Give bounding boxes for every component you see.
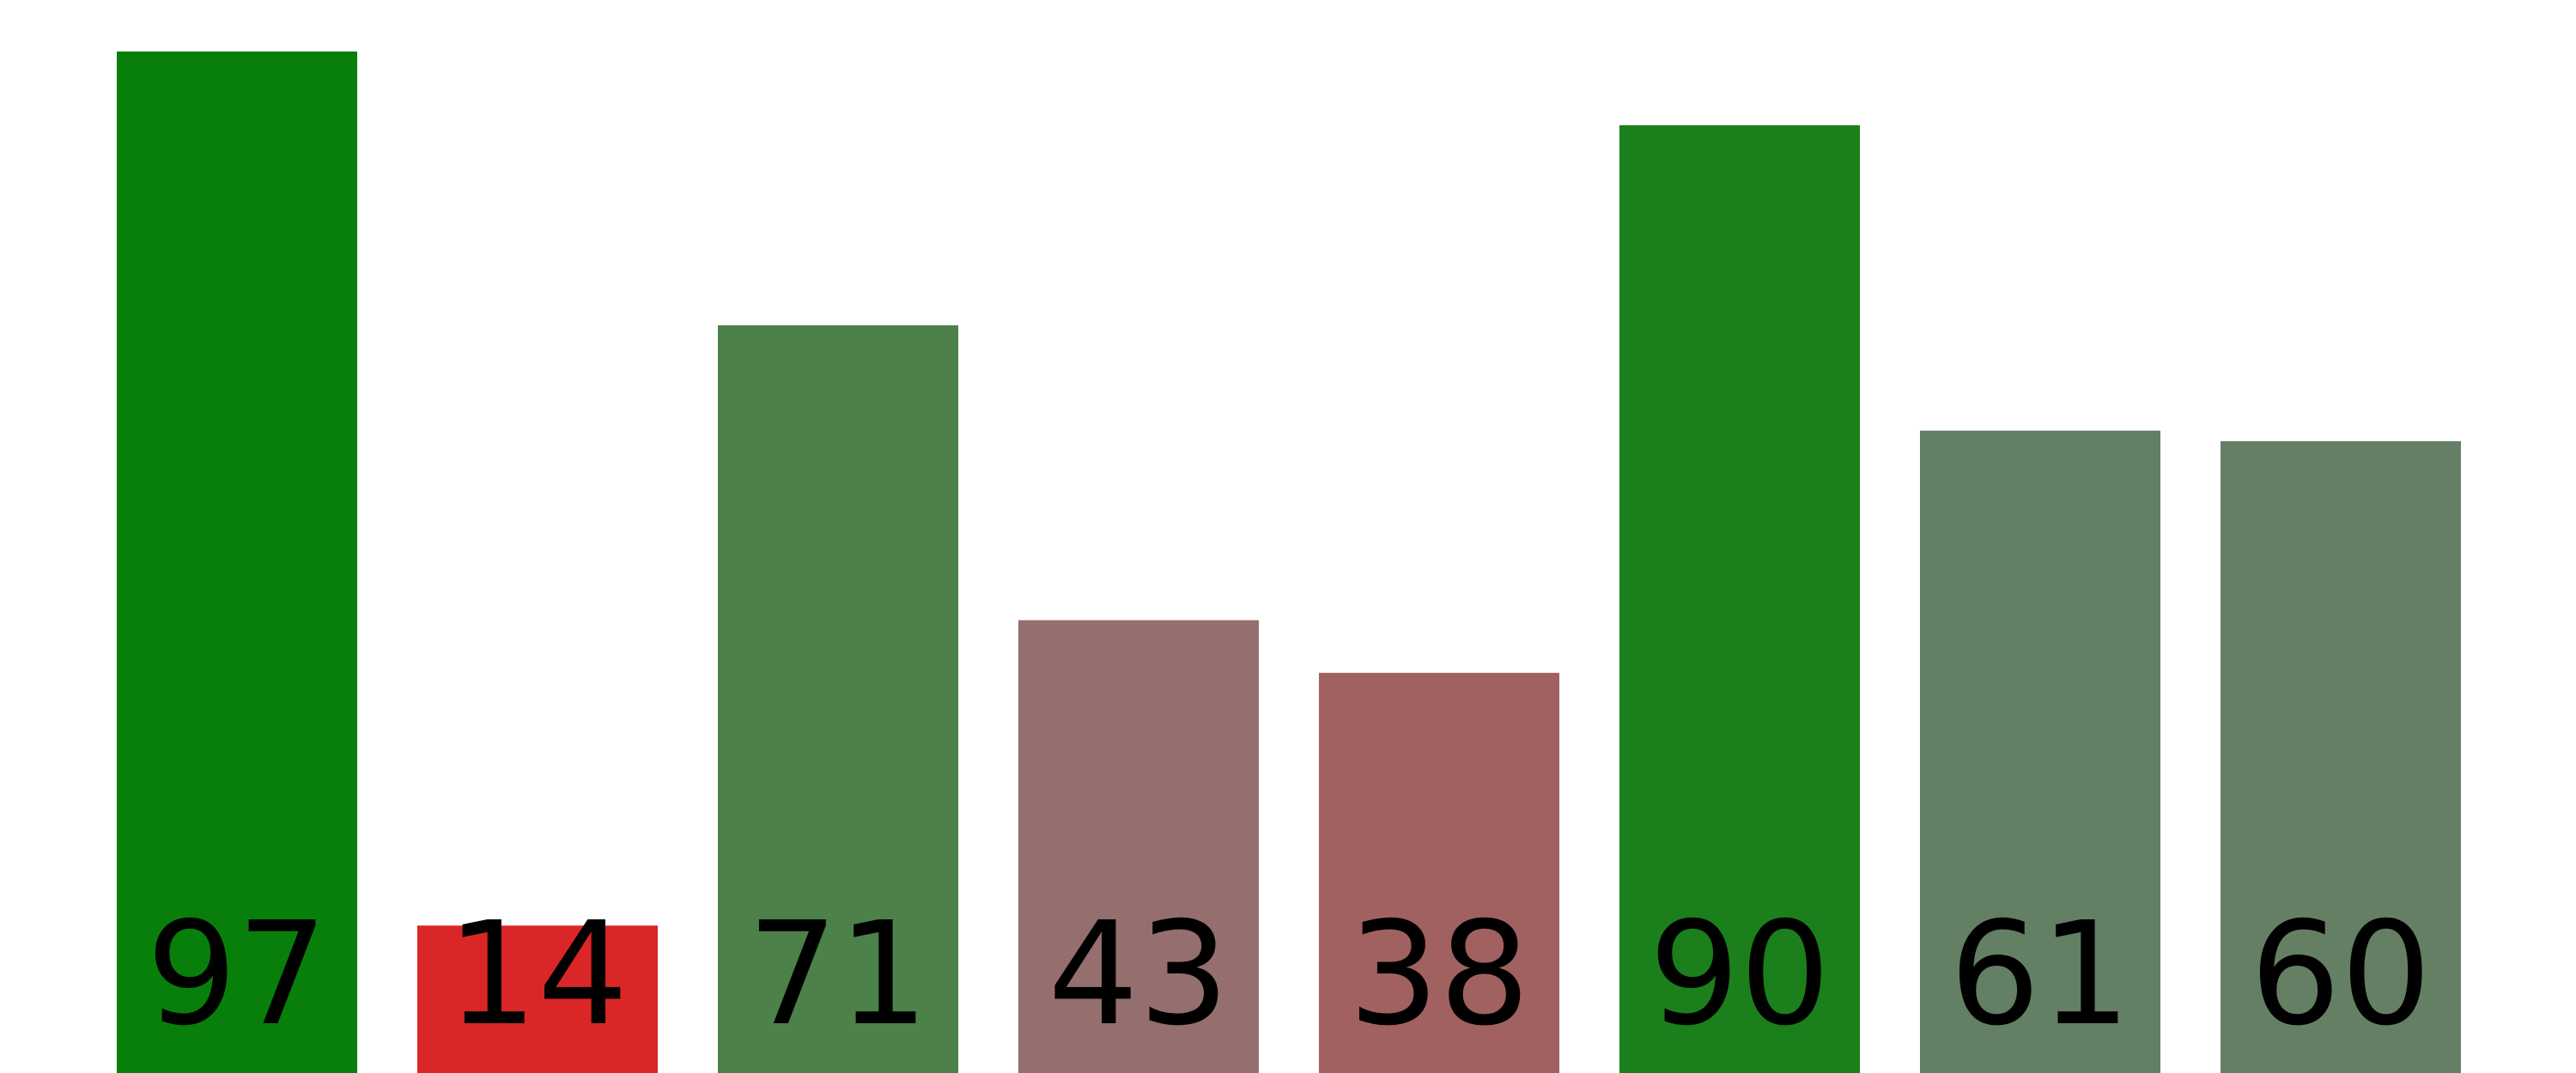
- bar-value-label-2: 14: [447, 892, 628, 1058]
- bar-value-label-1: 97: [146, 892, 327, 1058]
- bar-7: [1920, 430, 2160, 1073]
- value-label-group: 97 14 71 43 38 90 61 60: [146, 892, 2431, 1058]
- bar-value-label-4: 43: [1048, 892, 1229, 1058]
- bar-4: [1018, 620, 1259, 1073]
- bar-6: [1619, 124, 1860, 1073]
- bar-value-label-5: 38: [1348, 892, 1529, 1058]
- bar-value-label-8: 60: [2250, 892, 2431, 1058]
- bar-1: [117, 52, 357, 1073]
- bar-value-label-6: 90: [1649, 892, 1830, 1058]
- bar-group: [117, 52, 2461, 1073]
- bar-3: [718, 324, 958, 1073]
- bar-8: [2221, 440, 2461, 1073]
- bar-value-label-3: 71: [747, 892, 928, 1058]
- bar-value-label-7: 61: [1949, 892, 2130, 1058]
- bar-2: [417, 925, 658, 1073]
- bar-5: [1319, 672, 1559, 1073]
